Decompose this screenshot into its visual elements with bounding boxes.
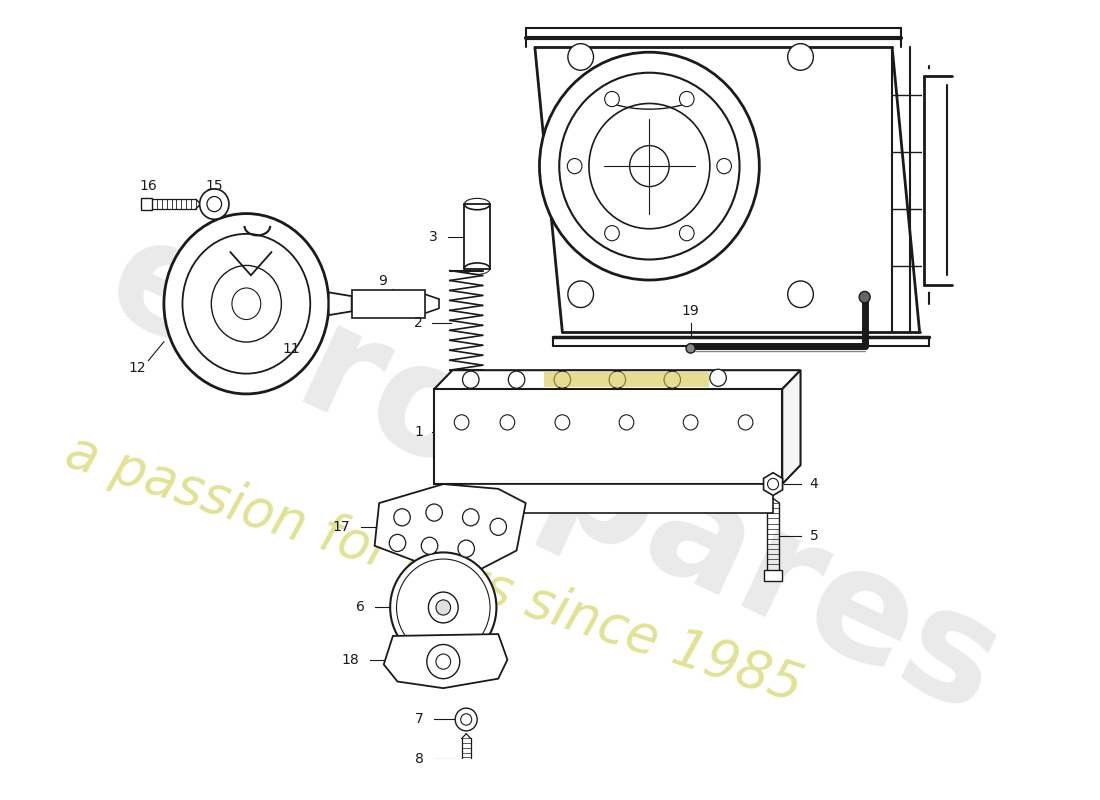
Circle shape: [554, 371, 571, 388]
Bar: [763, 570, 782, 581]
Text: 15: 15: [206, 179, 223, 193]
Circle shape: [609, 371, 626, 388]
Circle shape: [568, 158, 582, 174]
Circle shape: [768, 478, 779, 490]
Text: 16: 16: [140, 179, 157, 193]
Circle shape: [436, 600, 451, 615]
Text: eurospares: eurospares: [84, 203, 1022, 746]
Text: 5: 5: [810, 530, 818, 543]
Text: 8: 8: [415, 752, 425, 766]
Polygon shape: [782, 370, 801, 484]
Text: 12: 12: [129, 362, 146, 375]
Text: 19: 19: [682, 304, 700, 318]
Polygon shape: [384, 634, 507, 688]
Circle shape: [710, 370, 726, 386]
Polygon shape: [462, 484, 773, 513]
Circle shape: [619, 414, 634, 430]
Bar: [352, 290, 425, 318]
Circle shape: [859, 291, 870, 302]
Circle shape: [436, 654, 451, 669]
Text: 4: 4: [810, 477, 818, 491]
Text: 17: 17: [332, 520, 350, 534]
Circle shape: [738, 414, 752, 430]
Circle shape: [426, 504, 442, 521]
Circle shape: [427, 645, 460, 678]
Text: 1: 1: [415, 425, 424, 439]
Circle shape: [605, 226, 619, 241]
Bar: [141, 198, 152, 210]
Circle shape: [454, 414, 469, 430]
Circle shape: [568, 44, 594, 70]
Circle shape: [717, 158, 732, 174]
Circle shape: [199, 189, 229, 219]
Text: 11: 11: [283, 342, 300, 356]
Polygon shape: [434, 370, 801, 389]
Bar: [464, 204, 490, 269]
Ellipse shape: [164, 214, 329, 394]
Circle shape: [500, 414, 515, 430]
Text: 6: 6: [355, 601, 364, 614]
Text: 7: 7: [416, 713, 425, 726]
Circle shape: [605, 91, 619, 106]
Circle shape: [556, 414, 570, 430]
Text: 3: 3: [429, 230, 438, 244]
Circle shape: [539, 52, 759, 280]
Text: 2: 2: [415, 316, 424, 330]
Circle shape: [568, 281, 594, 307]
Circle shape: [664, 371, 681, 388]
Circle shape: [788, 281, 813, 307]
Circle shape: [788, 44, 813, 70]
Text: a passion for cars since 1985: a passion for cars since 1985: [59, 426, 808, 714]
Circle shape: [421, 538, 438, 554]
Circle shape: [680, 91, 694, 106]
Circle shape: [462, 509, 478, 526]
Text: 18: 18: [341, 653, 359, 666]
Circle shape: [686, 344, 695, 353]
Polygon shape: [763, 473, 782, 495]
Circle shape: [680, 226, 694, 241]
Circle shape: [428, 592, 459, 623]
Circle shape: [390, 553, 496, 662]
Circle shape: [490, 518, 506, 535]
Polygon shape: [329, 292, 352, 315]
Circle shape: [683, 414, 697, 430]
Polygon shape: [434, 389, 782, 484]
Bar: [459, 781, 473, 790]
Circle shape: [508, 371, 525, 388]
Bar: [544, 372, 708, 387]
Circle shape: [394, 509, 410, 526]
Circle shape: [207, 197, 221, 212]
Circle shape: [389, 534, 406, 551]
Circle shape: [461, 714, 472, 725]
Circle shape: [455, 708, 477, 731]
Circle shape: [458, 540, 474, 557]
Text: 9: 9: [378, 274, 387, 288]
Polygon shape: [375, 484, 526, 570]
Circle shape: [462, 371, 478, 388]
